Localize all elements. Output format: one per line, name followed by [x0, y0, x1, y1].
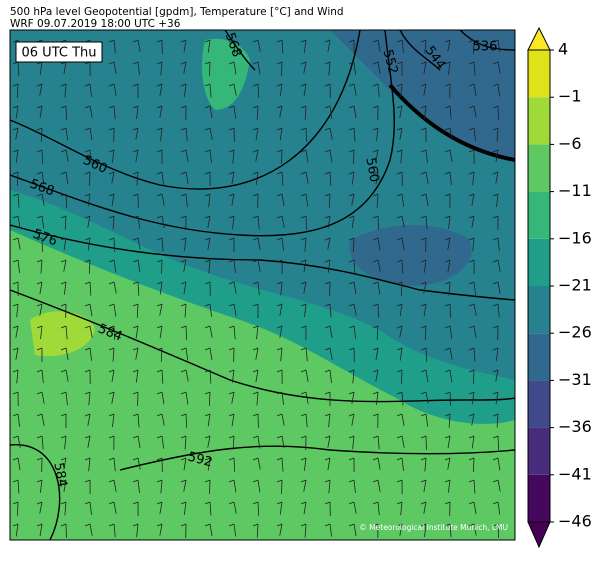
colorbar-tick-label: −41: [558, 464, 592, 483]
wind-barb: [89, 172, 90, 186]
colorbar-extend: [528, 28, 550, 50]
colorbar-tick-label: 4: [558, 40, 568, 59]
colorbar-tick-label: −36: [558, 417, 592, 436]
colorbar-tick-label: −31: [558, 370, 592, 389]
colorbar-tick-label: −26: [558, 323, 592, 342]
title-line: 500 hPa level Geopotential [gpdm], Tempe…: [10, 6, 344, 18]
wind-barb: [401, 370, 402, 384]
map: [10, 30, 515, 540]
colorbar-band: [528, 428, 550, 475]
colorbar-band: [528, 475, 550, 522]
colorbar-tick-label: −16: [558, 228, 592, 247]
colorbar-tick-label: −1: [558, 87, 582, 106]
wind-barb: [186, 326, 187, 340]
colorbar-tick-label: −6: [558, 134, 582, 153]
colorbar-band: [528, 192, 550, 239]
colorbar-tick-label: −21: [558, 276, 592, 295]
colorbar-extend: [528, 522, 550, 547]
title-line: WRF 09.07.2019 18:00 UTC +36: [10, 18, 181, 30]
credit: © Meteorological Institute Munich, LMU: [359, 523, 508, 532]
wind-barb: [17, 172, 18, 186]
colorbar-band: [528, 50, 550, 97]
wind-barb: [281, 480, 282, 494]
colorbar-tick-label: −11: [558, 181, 592, 200]
colorbar-band: [528, 380, 550, 427]
wind-barb: [209, 480, 210, 494]
colorbar: −46 −41 −36 −31 −26 −21 −16 −11 −6 −1 4: [528, 28, 592, 547]
contour-label: 536: [473, 40, 498, 55]
colorbar-band: [528, 239, 550, 286]
colorbar-band: [528, 333, 550, 380]
colorbar-band: [528, 144, 550, 191]
wind-barb: [306, 216, 307, 230]
colorbar-band: [528, 286, 550, 333]
colorbar-band: [528, 97, 550, 144]
time-label: 06 UTC Thu: [22, 46, 97, 61]
colorbar-tick-label: −46: [558, 512, 592, 531]
